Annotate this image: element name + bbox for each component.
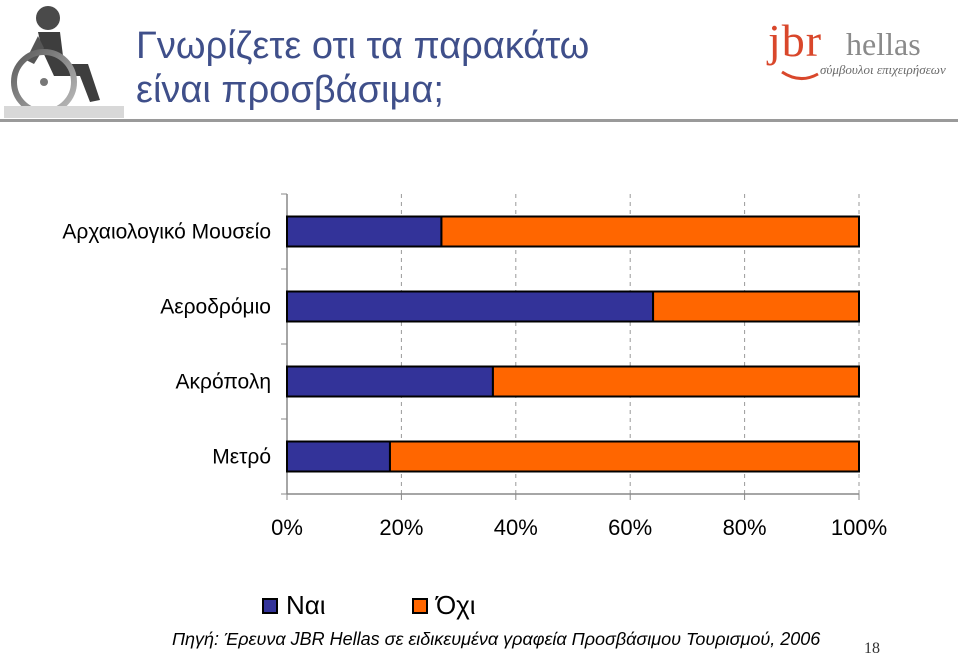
bar-ochi <box>491 365 860 398</box>
page-title: Γνωρίζετε οτι τα παρακάτω είναι προσβάσι… <box>136 24 589 112</box>
legend-label-nai: Ναι <box>286 590 326 620</box>
bar-nai <box>286 440 391 473</box>
logo-swoosh-icon <box>781 70 819 80</box>
bar-ochi <box>388 440 860 473</box>
logo-tagline: σύμβουλοι επιχειρήσεων <box>820 62 946 77</box>
logo-hellas-text: hellas <box>846 26 921 62</box>
y-category-label: Μετρό <box>212 446 271 469</box>
logo-jbr-text: jbr <box>768 15 823 66</box>
x-tick-label: 100% <box>831 515 887 540</box>
x-tick-label: 0% <box>271 515 303 540</box>
stacked-bar-chart: 0% 20% 40% 60% 80% 100% Αρχαιολογικό Μουσείο Αε… <box>62 193 887 540</box>
x-tick-label: 80% <box>723 515 767 540</box>
title-line-1: Γνωρίζετε οτι τα παρακάτω <box>136 25 590 67</box>
x-tick-label: 60% <box>608 515 652 540</box>
x-tick-label: 40% <box>494 515 538 540</box>
bar-nai <box>286 365 494 398</box>
header-divider <box>0 119 958 122</box>
x-tick-label: 20% <box>379 515 423 540</box>
legend-label-ochi: Όχι <box>436 590 476 620</box>
y-category-label: Αεροδρόμιο <box>160 296 271 319</box>
jbr-hellas-logo: jbr hellas σύμβουλοι επιχειρήσεων <box>768 14 958 84</box>
legend-swatch-ochi <box>412 598 428 614</box>
wheelchair-user-icon <box>4 2 124 123</box>
bar-nai <box>286 290 655 323</box>
legend-swatch-nai <box>262 598 278 614</box>
y-category-label: Αρχαιολογικό Μουσείο <box>62 221 271 244</box>
y-category-label: Ακρόπολη <box>176 371 271 394</box>
bar-ochi <box>440 215 860 248</box>
title-line-2: είναι προσβάσιμα; <box>136 69 444 111</box>
source-note: Πηγή: Έρευνα JBR Hellas σε ειδικευμένα γ… <box>172 629 821 649</box>
bar-nai <box>286 215 443 248</box>
page-number: 18 <box>864 640 880 657</box>
bar-ochi <box>652 290 861 323</box>
